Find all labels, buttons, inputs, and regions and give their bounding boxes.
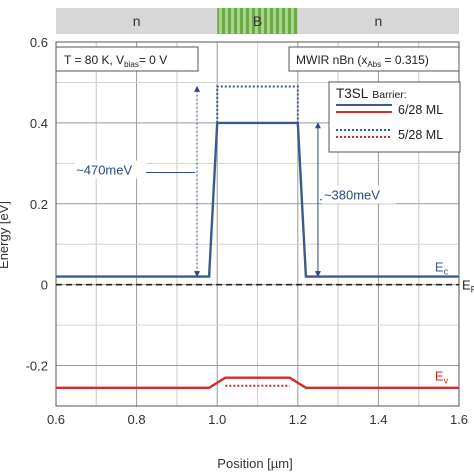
band-label-ev: Ev [435, 369, 449, 386]
legend-entry-5-28: 5/28 ML [398, 128, 443, 142]
y-tick-label: 0.4 [30, 116, 48, 131]
region-label-0: n [133, 13, 141, 29]
x-tick-label: 1.4 [369, 412, 387, 427]
annotation-bg-0 [74, 160, 147, 179]
series-ec-6-28-ml-solid [56, 121, 459, 278]
legend: T3SL Barrier: 6/28 ML 5/28 ML [328, 81, 461, 153]
region-label-1: B [253, 13, 262, 29]
conditions-box: T = 80 K, Vbias= 0 V [55, 46, 199, 72]
region-1-b [217, 8, 298, 34]
plot-frame [55, 41, 460, 407]
y-tick-label: -0.2 [26, 359, 48, 374]
legend-entry-6-28: 6/28 ML [398, 103, 443, 117]
y-tick-label: 0 [41, 278, 48, 293]
x-tick-label: 1.0 [208, 412, 226, 427]
region-0-n [56, 8, 218, 34]
region-label-2: n [375, 13, 383, 29]
band-label-ec: Ec [435, 259, 449, 276]
device-box: MWIR nBn (xAbs = 0.315) [288, 46, 460, 72]
series: EF Ec Ev [56, 85, 474, 389]
y-tick-label: 0.2 [30, 197, 48, 212]
x-tick-label: 0.8 [128, 412, 146, 427]
svg-text:MWIR nBn (xAbs = 0.315): MWIR nBn (xAbs = 0.315) [296, 53, 429, 69]
annotation-label-0: ~470meV [76, 163, 132, 178]
region-2-n [297, 8, 459, 34]
x-axis-label: Position [µm] [217, 456, 292, 471]
x-tick-label: 1.2 [289, 412, 307, 427]
annotations: ~470meV ~380meV [74, 85, 396, 278]
fermi-level-label: EF [462, 278, 474, 295]
svg-text:T = 80 K, Vbias= 0 V: T = 80 K, Vbias= 0 V [64, 53, 167, 69]
y-axis-label: Energy [eV] [0, 201, 11, 269]
series-ec-5-28-ml-dotted [216, 85, 299, 123]
series-ev-6-28-ml-solid [56, 376, 459, 389]
tick-labels: 0.6 0.8 1.0 1.2 1.4 1.6 -0.2 0 0.2 0.4 0.6 [26, 35, 468, 427]
y-tick-label: 0.6 [30, 35, 48, 50]
x-tick-label: 1.6 [450, 412, 468, 427]
x-tick-label: 0.6 [47, 412, 65, 427]
annotation-label-1: ~380meV [324, 188, 380, 203]
annotation-bg-1 [321, 185, 396, 204]
